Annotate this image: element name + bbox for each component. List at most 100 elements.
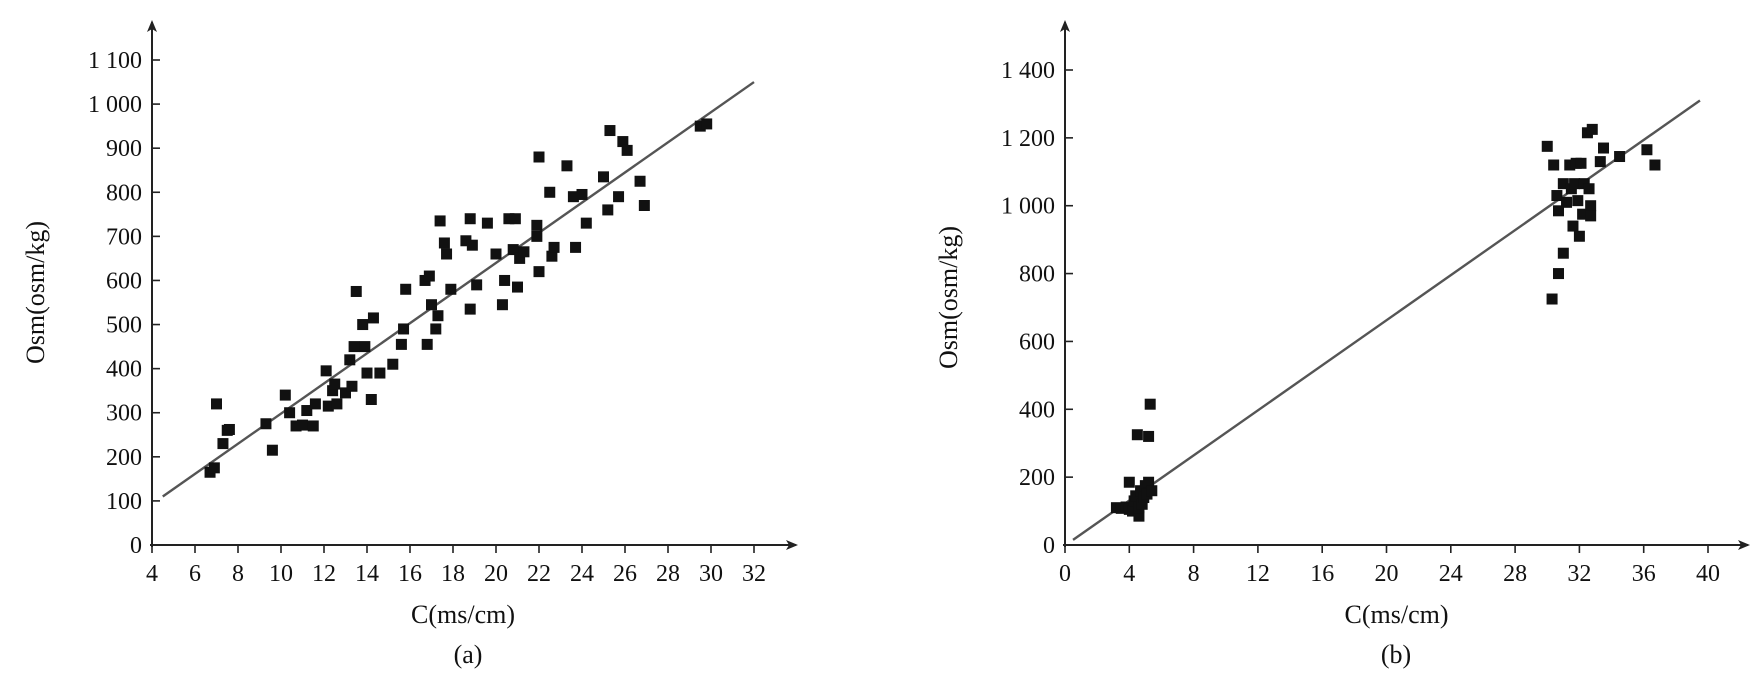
data-point (307, 420, 319, 432)
data-point (432, 310, 444, 322)
data-point (395, 338, 407, 350)
x-tick-label: 28 (1503, 561, 1527, 587)
data-point (1585, 210, 1597, 222)
y-tick-label: 600 (106, 268, 142, 294)
x-axis-title: C(ms/cm) (411, 600, 515, 629)
data-point (421, 338, 433, 350)
data-point (567, 191, 579, 203)
data-point (1123, 476, 1135, 488)
x-tick-label: 24 (570, 561, 594, 587)
data-point (561, 160, 573, 172)
regression-line (162, 81, 755, 498)
data-point (1553, 268, 1565, 280)
data-point (576, 188, 588, 200)
data-point (430, 323, 442, 335)
data-point (1127, 505, 1139, 517)
data-point (548, 241, 560, 253)
axis-ticks (1064, 69, 1709, 553)
data-point (320, 365, 332, 377)
data-point (544, 186, 556, 198)
data-point (438, 237, 450, 249)
y-tick-label: 100 (106, 489, 142, 515)
x-tick-label: 0 (1059, 561, 1071, 587)
data-point (1569, 178, 1581, 190)
x-tick-label: 24 (1439, 561, 1463, 587)
data-point (1572, 195, 1584, 207)
data-point (322, 400, 334, 412)
data-point (471, 279, 483, 291)
data-point (514, 252, 526, 264)
data-point (1594, 156, 1606, 168)
data-point (1564, 159, 1576, 171)
data-point (613, 191, 625, 203)
data-point (533, 151, 545, 163)
data-point (1143, 430, 1155, 442)
data-point (1541, 140, 1553, 152)
data-point (1133, 510, 1145, 522)
data-point (1583, 183, 1595, 195)
x-tick-label: 8 (232, 561, 244, 587)
x-tick-label: 12 (1246, 561, 1270, 587)
data-point (496, 299, 508, 311)
x-tick-label: 28 (656, 561, 680, 587)
data-point (1546, 293, 1558, 305)
data-point (1585, 200, 1597, 212)
data-point (507, 244, 519, 256)
y-tick-label: 300 (106, 401, 142, 427)
y-tick-label: 800 (106, 180, 142, 206)
y-tick-label: 0 (1043, 533, 1055, 559)
data-point (490, 248, 502, 260)
x-tick-label: 6 (189, 561, 201, 587)
y-tick-label: 1 000 (1001, 194, 1055, 220)
data-point (531, 219, 543, 231)
data-point (357, 319, 369, 331)
data-point (279, 389, 291, 401)
x-tick-label: 12 (312, 561, 336, 587)
scatter-panel-a: 4 6 8 10 12 14 16 18 20 22 24 26 28 30 32 0 100 200 300 400… (21, 20, 798, 669)
data-point (464, 303, 476, 315)
x-tick-label: 36 (1632, 561, 1656, 587)
data-point (208, 462, 220, 474)
data-point (701, 118, 713, 130)
y-tick-label: 700 (106, 224, 142, 250)
data-point (1586, 123, 1598, 135)
data-point (266, 444, 278, 456)
data-point (290, 420, 302, 432)
x-tick-label: 18 (441, 561, 465, 587)
axis-tick-labels: 4 6 8 10 12 14 16 18 20 22 24 26 28 30 32 0 100 200 300 400… (88, 48, 766, 587)
data-point (211, 398, 222, 410)
x-tick-label: 14 (355, 561, 379, 587)
data-point (346, 380, 358, 392)
data-point (1557, 178, 1569, 190)
y-tick-label: 200 (106, 445, 142, 471)
data-point (1131, 429, 1143, 441)
data-point (1641, 144, 1653, 156)
x-tick-label: 20 (484, 561, 508, 587)
x-tick-label: 32 (1567, 561, 1591, 587)
regression-line (1072, 99, 1701, 541)
data-point (445, 283, 457, 295)
x-tick-label: 8 (1188, 561, 1200, 587)
y-tick-label: 800 (1019, 262, 1055, 288)
x-tick-label: 4 (146, 561, 158, 587)
data-point (301, 405, 313, 417)
data-point (602, 204, 614, 216)
data-point (367, 312, 379, 324)
data-point (217, 438, 229, 450)
x-tick-label: 26 (613, 561, 637, 587)
y-tick-label: 900 (106, 136, 142, 162)
data-point (466, 239, 478, 251)
data-points (1110, 123, 1661, 522)
data-point (1553, 205, 1565, 217)
y-tick-label: 1 400 (1001, 58, 1055, 84)
y-tick-label: 1 000 (88, 92, 142, 118)
data-point (374, 367, 386, 379)
x-tick-label: 20 (1375, 561, 1399, 587)
data-point (331, 398, 343, 410)
data-point (694, 120, 706, 132)
x-tick-label: 40 (1696, 561, 1720, 587)
data-point (1144, 398, 1156, 410)
data-point (260, 418, 272, 430)
